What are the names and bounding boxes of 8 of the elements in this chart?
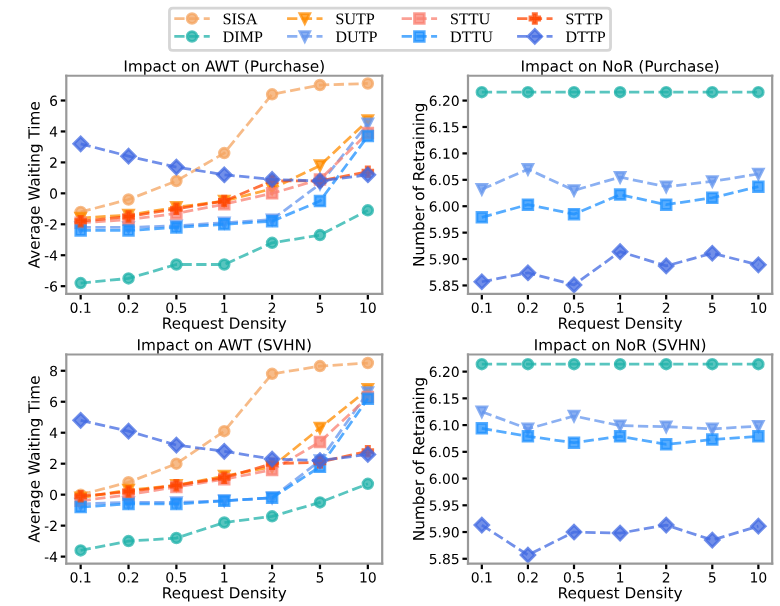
- legend-label: DTTP: [565, 31, 606, 43]
- legend-label: DUTP: [335, 31, 377, 43]
- legend-label: SISA: [223, 13, 258, 25]
- legend-label: DTTU: [450, 31, 493, 43]
- legend-label: STTP: [566, 13, 603, 25]
- legend-label: STTU: [451, 13, 490, 25]
- legend-label: DIMP: [223, 31, 263, 43]
- legend-label: SUTP: [336, 13, 375, 25]
